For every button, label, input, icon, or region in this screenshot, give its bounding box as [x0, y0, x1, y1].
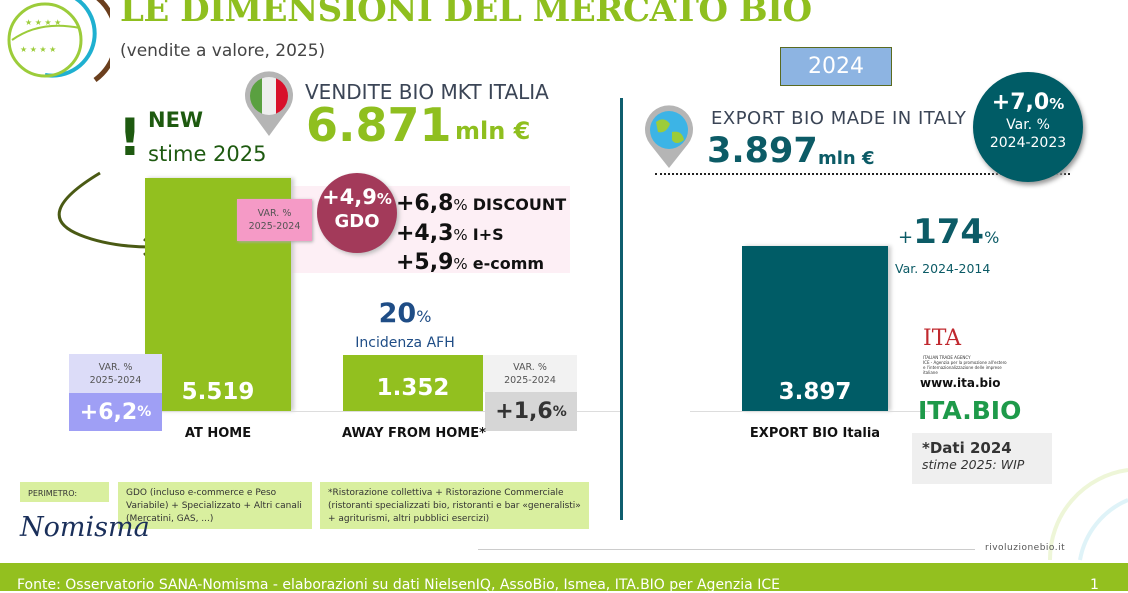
bar-label-export: 3.897 [778, 379, 852, 405]
channel-discount: +6,8% DISCOUNT [396, 191, 567, 216]
vertical-divider [620, 98, 623, 520]
bar-export: 3.897 [742, 246, 888, 411]
category-away-from-home: AWAY FROM HOME* [342, 426, 486, 441]
afh-share: 20% [378, 298, 432, 329]
at-home-var-label-2: 2025-2024 [89, 374, 142, 386]
ita-agency-sub: ITALIAN TRADE AGENCY ICE - Agenzia per la… [923, 355, 1007, 375]
afh-var-label-1: VAR. % [513, 361, 547, 373]
site-url[interactable]: rivoluzionebio.it [985, 543, 1066, 553]
svg-text:★ ★ ★ ★: ★ ★ ★ ★ [20, 45, 56, 54]
gdo-var-label-2: 2025-2024 [248, 221, 301, 232]
ita-url: www.ita.bio [920, 376, 1001, 390]
afh-definition: *Ristorazione collettiva + Ristorazione … [320, 482, 589, 529]
bar-away-from-home: 1.352 [343, 355, 483, 411]
exclamation-mark: ! [118, 108, 142, 168]
italy-sales-value: 6.871 [306, 98, 452, 152]
home-definition: GDO (incluso e-commerce e Peso Variabile… [118, 482, 312, 529]
channel-ecomm: +5,9% e-comm [396, 250, 545, 275]
baseline-export [690, 411, 930, 412]
bar-label-away-from-home: 1.352 [376, 375, 450, 401]
italy-flag-pin-icon [245, 71, 293, 136]
export-growth-label: Var. 2024-2014 [895, 261, 991, 276]
export-unit: mln € [818, 148, 875, 169]
perimetro-label: PERIMETRO: [20, 482, 109, 502]
page-number: 1 [1090, 577, 1099, 593]
decorative-arcs [1047, 468, 1128, 561]
gdo-var-label-1: VAR. % [257, 208, 292, 219]
export-var-label-1: Var. % [1006, 117, 1050, 133]
bio-logo-icon: ★ ★ ★ ★ ★ ★ ★ ★ [7, 0, 110, 83]
export-var-circle: +7,0% Var. % 2024-2023 [973, 72, 1083, 182]
svg-text:★ ★ ★ ★: ★ ★ ★ ★ [25, 18, 61, 27]
channel-i-s: +4,3% I+S [396, 220, 504, 246]
export-growth: +174% [898, 212, 1000, 252]
afh-var-label-2: 2025-2024 [504, 374, 556, 386]
ita-agency-logo: ITA [923, 326, 962, 351]
afh-share-label: Incidenza AFH [355, 335, 455, 351]
export-label: EXPORT BIO MADE IN ITALY [711, 108, 967, 129]
at-home-var-value: +6,2% [69, 393, 162, 431]
gdo-label: GDO [334, 211, 380, 232]
category-at-home: AT HOME [184, 426, 252, 441]
dotted-line [655, 173, 1070, 175]
page-title: LE DIMENSIONI DEL MERCATO BIO [120, 0, 812, 30]
category-export: EXPORT BIO Italia [749, 426, 881, 441]
export-value: 3.897 [707, 131, 818, 171]
gdo-circle: +4,9% GDO [317, 173, 397, 253]
bar-label-at-home: 5.519 [181, 379, 255, 405]
page-subtitle: (vendite a valore, 2025) [120, 41, 326, 61]
estimates-label: stime 2025 [148, 142, 267, 166]
export-var-value: +7,0 [991, 90, 1050, 115]
source-text: Fonte: Osservatorio SANA-Nomisma - elabo… [17, 577, 780, 593]
nomisma-logo: Nomisma [20, 512, 150, 543]
globe-pin-icon [645, 105, 693, 168]
baseline [145, 411, 621, 412]
italy-sales-unit: mln € [455, 117, 531, 145]
footer-band: Fonte: Osservatorio SANA-Nomisma - elabo… [0, 563, 1128, 593]
new-label: NEW [148, 108, 204, 132]
ita-bio-logo: ITA.BIO [918, 396, 1022, 425]
year-badge: 2024 [780, 47, 892, 86]
at-home-var-label-1: VAR. % [98, 361, 133, 373]
afh-var-value: +1,6% [485, 392, 577, 431]
gdo-pct: % [376, 190, 392, 208]
site-divider [478, 549, 975, 550]
gdo-value: +4,9 [322, 185, 377, 209]
italy-sales-label: VENDITE BIO MKT ITALIA [305, 80, 549, 104]
export-var-label-2: 2024-2023 [989, 135, 1067, 151]
dati-note: *Dati 2024 stime 2025: WIP [912, 433, 1052, 484]
